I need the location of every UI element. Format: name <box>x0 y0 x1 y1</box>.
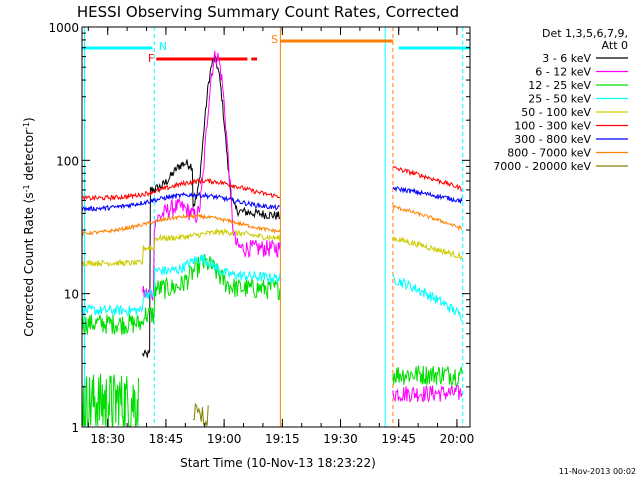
legend-entry-label: 7000 - 20000 keV <box>493 160 591 173</box>
legend-entry-label: 25 - 50 keV <box>528 93 591 106</box>
x-tick-label: 18:30 <box>90 432 125 446</box>
y-tick-label: 1 <box>71 421 79 435</box>
series-100-300-kev-line <box>82 165 463 202</box>
x-tick-label: 19:00 <box>207 432 242 446</box>
axes: NF S 18:30 18:45 19:00 19:15 19:30 19:45 20:00 1 1… <box>48 21 474 446</box>
legend-entry-label: 12 - 25 keV <box>528 79 591 92</box>
x-tick-label: 19:45 <box>381 432 416 446</box>
series-300-800-kev-line <box>82 186 463 213</box>
series-3-6-kev-line <box>142 55 281 358</box>
y-tick-label: 1000 <box>48 21 79 35</box>
legend-entry-label: 100 - 300 keV <box>514 120 591 133</box>
series-800-7000-kev-line <box>82 205 463 237</box>
y-tick-label: 10 <box>64 288 79 302</box>
flag-label-f: F <box>148 52 154 65</box>
x-tick-label: 19:30 <box>323 432 358 446</box>
chart-title: HESSI Observing Summary Count Rates, Cor… <box>77 3 459 21</box>
series-25-50-kev-line <box>82 254 463 322</box>
y-axis-label: Corrected Count Rate (s-1 detector-1) <box>22 117 36 336</box>
legend-entry-label: 3 - 6 keV <box>542 52 591 65</box>
x-tick-label: 18:45 <box>149 432 184 446</box>
generated-timestamp: 11-Nov-2013 00:02 <box>559 467 636 476</box>
legend-entry-label: 300 - 800 keV <box>514 133 591 146</box>
series-6-12-kev-line <box>142 50 463 403</box>
legend-header-attenuator: Att 0 <box>602 39 628 52</box>
x-tick-label: 19:15 <box>265 432 300 446</box>
series-50-100-kev-line <box>82 227 463 268</box>
legend-entry-label: 6 - 12 keV <box>535 66 591 79</box>
legend-entry-label: 800 - 7000 keV <box>507 147 591 160</box>
flag-label-s: S <box>271 33 278 46</box>
plot-frame <box>81 26 471 428</box>
flag-label-n: N <box>159 40 167 53</box>
series-7000-20000-kev-line <box>193 402 209 427</box>
legend-entry-label: 50 - 100 keV <box>521 106 591 119</box>
series-12-25-kev-line <box>82 253 463 427</box>
x-axis-label: Start Time (10-Nov-13 18:23:22) <box>180 456 376 470</box>
plot-area <box>82 27 470 427</box>
x-tick-label: 20:00 <box>440 432 475 446</box>
legend-header-detectors: Det 1,3,5,6,7,9, <box>542 27 628 40</box>
y-tick-label: 100 <box>56 154 79 168</box>
